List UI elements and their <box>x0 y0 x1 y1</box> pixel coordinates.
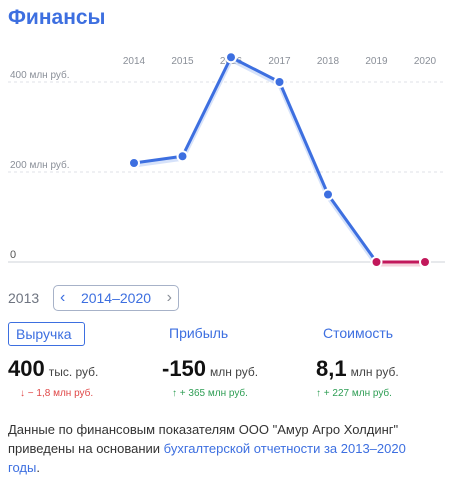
data-point <box>322 188 334 201</box>
data-source-note: Данные по финансовым показателям ООО "Ам… <box>8 420 438 477</box>
data-point <box>370 256 383 268</box>
value-value: 8,1 <box>316 356 347 381</box>
x-tick-label: 2014 <box>123 56 146 67</box>
x-tick-label: 2019 <box>365 56 388 67</box>
revenue-unit: тыс. руб. <box>48 365 99 379</box>
series-line-segment <box>132 154 184 165</box>
metric-revenue: Выручка 400 тыс. руб. ↓ − 1,8 млн руб. <box>8 322 98 399</box>
revenue-value: 400 <box>8 356 45 381</box>
tab-value[interactable]: Стоимость <box>323 325 394 341</box>
y-tick-label: 200 млн руб. <box>10 159 70 171</box>
prev-year-label[interactable]: 2013 <box>8 290 40 306</box>
x-tick-label: 2015 <box>171 56 194 67</box>
profit-unit: млн руб. <box>210 365 259 379</box>
year-range-pager: ‹ 2014–2020 › <box>53 285 179 311</box>
tab-profit[interactable]: Прибыль <box>169 325 229 341</box>
section-title: Финансы <box>8 6 106 29</box>
data-point <box>419 256 431 268</box>
value-unit: млн руб. <box>350 365 399 379</box>
profit-value: -150 <box>162 356 207 381</box>
series-line-segment <box>229 55 281 84</box>
series-line-shadow <box>228 56 282 87</box>
x-tick-label: 2018 <box>317 56 340 67</box>
accounting-report-link[interactable]: бухгалтерской отчетности за 2013–2020 го… <box>8 441 406 475</box>
data-point <box>176 150 189 163</box>
finance-chart: 400 млн руб.200 млн руб.0 20142015201620… <box>8 51 445 268</box>
series-line-segment <box>278 80 330 196</box>
value-change: ↑ + 227 млн руб. <box>316 388 392 399</box>
series-line-segment <box>326 193 378 264</box>
y-tick-label: 0 <box>10 249 16 261</box>
revenue-change: ↓ − 1,8 млн руб. <box>20 388 94 399</box>
x-tick-label: 2017 <box>268 56 291 67</box>
tab-revenue[interactable]: Выручка <box>8 322 85 346</box>
data-point <box>128 157 140 169</box>
year-range-label: 2014–2020 <box>80 290 152 306</box>
metric-value: Стоимость 8,1 млн руб. ↑ + 227 млн руб. <box>316 322 399 399</box>
note-text: Данные по финансовым показателям ООО "Ам… <box>8 422 399 456</box>
data-point <box>225 51 237 64</box>
profit-change: ↑ + 365 млн руб. <box>172 388 248 399</box>
series-line-shadow <box>131 155 185 168</box>
y-tick-label: 400 млн руб. <box>10 69 70 81</box>
chevron-left-icon[interactable]: ‹ <box>60 289 66 306</box>
x-tick-label: 2020 <box>414 56 437 67</box>
data-point <box>273 76 286 88</box>
chevron-right-icon[interactable]: › <box>166 289 172 306</box>
metric-profit: Прибыль -150 млн руб. ↑ + 365 млн руб. <box>162 322 258 399</box>
note-end: . <box>36 460 40 475</box>
series-line-segment <box>181 55 233 158</box>
